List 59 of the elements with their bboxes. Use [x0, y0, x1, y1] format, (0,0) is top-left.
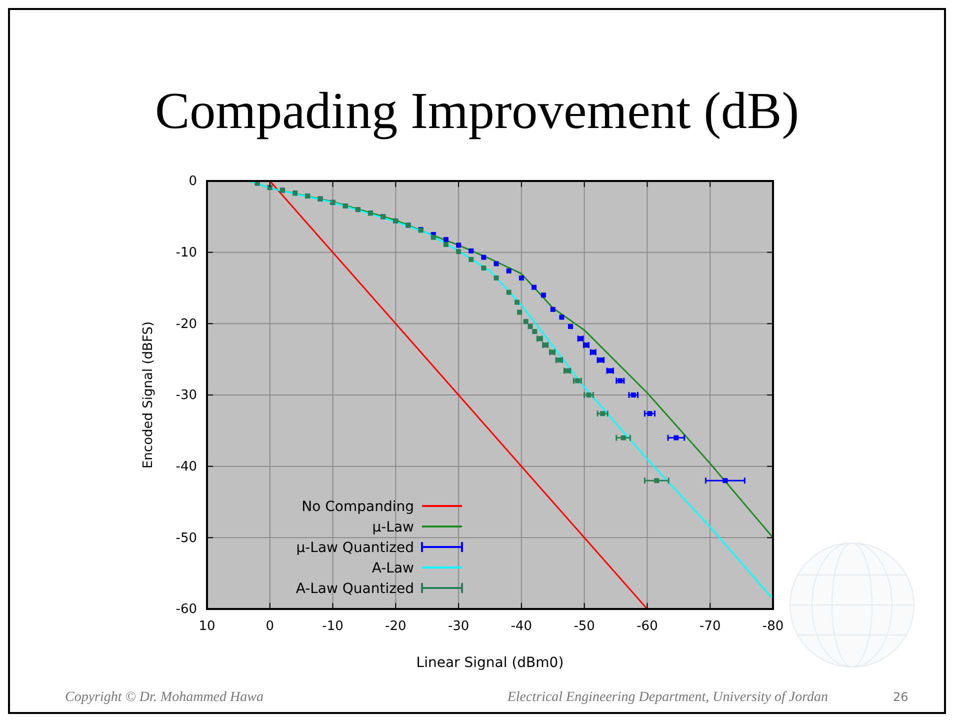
legend-label: No Companding — [302, 499, 414, 515]
point — [468, 248, 474, 254]
y-tick-label: -20 — [176, 316, 197, 332]
point — [654, 478, 660, 484]
x-tick-label: -50 — [574, 619, 595, 634]
point — [443, 242, 448, 247]
x-tick-label: -30 — [448, 619, 470, 634]
point — [532, 284, 537, 290]
line-series — [269, 180, 648, 610]
point — [456, 249, 462, 254]
point — [600, 411, 606, 416]
point — [506, 268, 512, 274]
point — [647, 411, 652, 416]
point — [430, 234, 436, 240]
point — [532, 329, 538, 334]
point — [518, 276, 524, 281]
x-tick-label: -80 — [762, 619, 784, 634]
x-tick-label: -10 — [322, 619, 344, 634]
point — [540, 292, 546, 298]
point — [523, 319, 528, 324]
point — [494, 276, 499, 281]
point — [528, 324, 533, 330]
point — [506, 290, 512, 295]
legend-label: A-Law — [372, 560, 414, 576]
y-tick-label: -60 — [176, 602, 197, 618]
x-tick-label: -70 — [699, 619, 721, 634]
point — [674, 435, 679, 440]
point — [481, 266, 486, 271]
point — [568, 324, 573, 330]
x-tick-label: -40 — [510, 619, 532, 634]
text: 26 — [893, 690, 908, 704]
legend-label: A-Law Quantized — [296, 581, 414, 597]
chart-title: Compading Improvement (dB) — [154, 83, 800, 140]
y-tick-label: -30 — [176, 388, 197, 404]
legend-label: μ-Law — [372, 520, 414, 536]
point — [722, 478, 728, 484]
y-tick-label: -40 — [176, 459, 197, 474]
point — [517, 310, 522, 315]
x-tick-label: 0 — [266, 619, 274, 634]
legend-label: μ-Law Quantized — [296, 540, 414, 556]
point — [559, 314, 564, 320]
y-tick-label: -50 — [176, 530, 197, 546]
x-tick-label: 10 — [198, 619, 216, 634]
point — [468, 256, 474, 262]
point — [514, 300, 520, 305]
text: Electrical Engineering Department, University of Jordan — [506, 690, 828, 705]
y-tick-label: 0 — [188, 174, 197, 190]
y-axis-title: Encoded Signal (dBFS) — [141, 321, 156, 469]
point — [456, 242, 462, 248]
x-axis-title: Linear Signal (dBm0) — [416, 655, 564, 671]
point — [481, 254, 486, 260]
x-tick-label: -60 — [636, 619, 658, 634]
text: Copyright © Dr. Mohammed Hawa — [65, 690, 264, 705]
point — [550, 306, 556, 312]
y-tick-label: -10 — [176, 245, 197, 260]
point — [494, 261, 499, 266]
x-tick-label: -20 — [385, 619, 406, 634]
point — [443, 236, 448, 242]
point — [620, 435, 626, 440]
